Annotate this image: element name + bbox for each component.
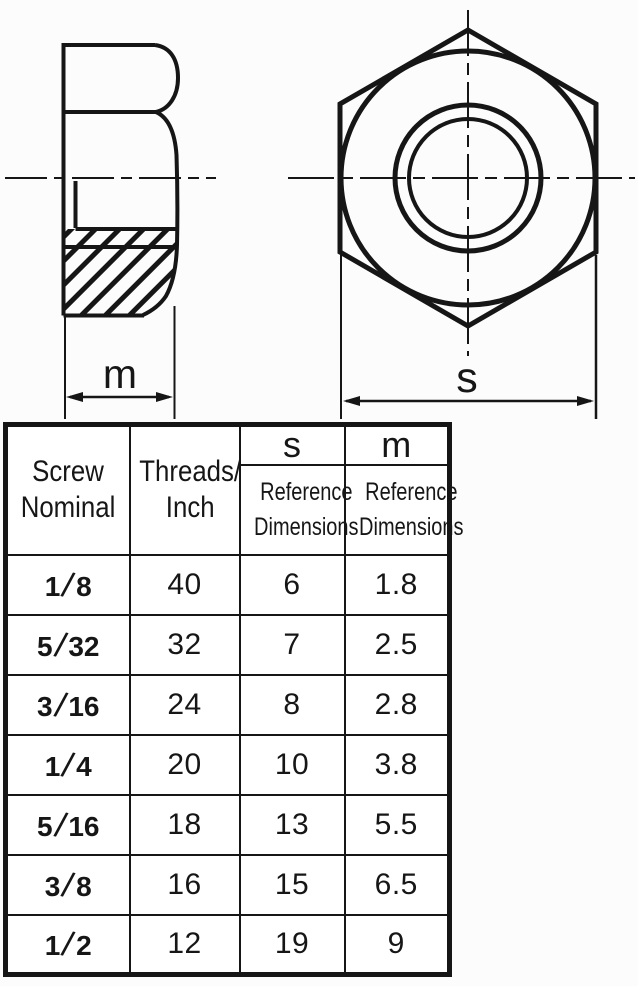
header-row-sub: Reference Dimensions Reference Dimension… [6,463,463,556]
chamfer-circle [338,48,598,308]
m-cell: 9 [343,913,451,976]
s-arrowhead-right [577,396,594,406]
header-s: s [238,423,346,466]
nominal-cell: 1/2 [4,913,131,976]
nominal-cell: 3/8 [4,853,131,916]
nominal-cell: 5/16 [4,793,131,856]
threads-cell: 32 [128,613,241,676]
header-m-reference: Reference Dimensions [343,463,463,556]
nominal-cell: 1/4 [4,733,131,796]
nominal-cell: 1/8 [4,553,131,616]
m-cell: 6.5 [343,853,451,916]
m-arrowhead-right [156,392,173,402]
hex-outline [337,27,599,329]
threads-cell: 20 [128,733,241,796]
m-cell: 1.8 [343,553,451,616]
nominal-cell: 3/16 [4,673,131,736]
m-cell: 3.8 [343,733,451,796]
table-row: 5/16 18 13 5.5 [4,793,451,856]
s-dimension: s [340,255,598,419]
threads-cell: 16 [128,853,241,916]
s-cell: 6 [238,553,346,616]
table-row: 1/2 12 19 9 [4,913,451,976]
section-hatching [63,229,177,315]
m-cell: 2.8 [343,673,451,736]
table-row: 3/16 24 8 2.8 [4,673,451,736]
header-s-reference: Reference Dimensions [238,463,358,556]
threads-cell: 18 [128,793,241,856]
header-row-top: Screw Nominal Threads/ Inch s m [4,423,451,556]
threads-cell: 12 [128,913,241,976]
table-header: Screw Nominal Threads/ Inch s m Referenc… [4,423,463,556]
threads-cell: 40 [128,553,241,616]
hole-circle [407,117,529,239]
threads-cell: 24 [128,673,241,736]
table-row: 1/8 40 6 1.8 [4,553,451,616]
header-screw-nominal: Screw Nominal [4,423,131,556]
side-view-drawing: m [5,43,216,419]
s-arrowhead-left [343,396,360,406]
top-view-drawing: s [288,10,635,419]
s-dimension-label: s [456,354,478,402]
technical-drawing: m s [5,10,635,419]
header-m: m [343,423,451,466]
s-cell: 19 [238,913,346,976]
s-cell: 13 [238,793,346,856]
m-cell: 5.5 [343,793,451,856]
header-threads-inch: Threads/ Inch [128,423,241,556]
s-cell: 15 [238,853,346,916]
table-row: 1/4 20 10 3.8 [4,733,451,796]
header-screw-nominal-label: Screw Nominal [20,455,116,525]
table-body: 1/8 40 6 1.8 5/32 32 7 2.5 3/16 24 8 2.8 1/4 20 10 3.8 5… [4,553,451,976]
header-m-reference-label: Reference Dimensions [358,477,464,541]
header-threads-inch-label: Threads/ Inch [138,455,241,525]
table-row: 5/32 32 7 2.5 [4,613,451,676]
spec-table: Screw Nominal Threads/ Inch s m Referenc… [3,422,463,977]
s-cell: 8 [238,673,346,736]
table-row: 3/8 16 15 6.5 [4,853,451,916]
m-cell: 2.5 [343,613,451,676]
s-cell: 10 [238,733,346,796]
s-cell: 7 [238,613,346,676]
m-dimension-label: m [103,351,137,397]
m-arrowhead-left [66,392,83,402]
nominal-cell: 5/32 [4,613,131,676]
thread-circle [392,102,544,254]
header-s-reference-label: Reference Dimensions [253,477,359,541]
m-dimension: m [64,306,176,419]
